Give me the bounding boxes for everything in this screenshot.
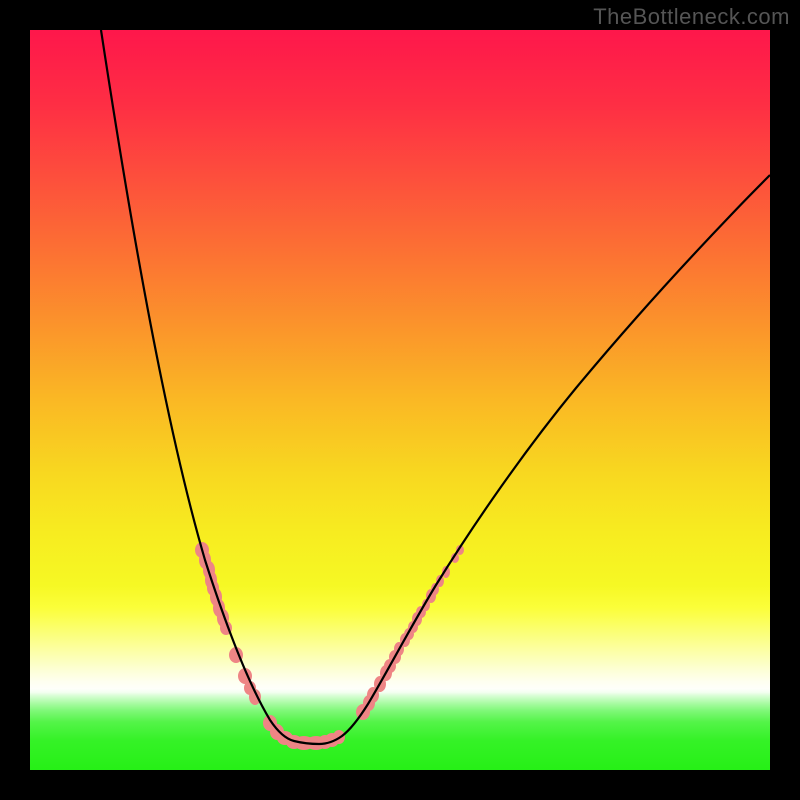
chart-svg bbox=[30, 30, 770, 770]
watermark-label: TheBottleneck.com bbox=[593, 4, 790, 30]
plot-area bbox=[30, 30, 770, 770]
chart-container: TheBottleneck.com bbox=[0, 0, 800, 800]
